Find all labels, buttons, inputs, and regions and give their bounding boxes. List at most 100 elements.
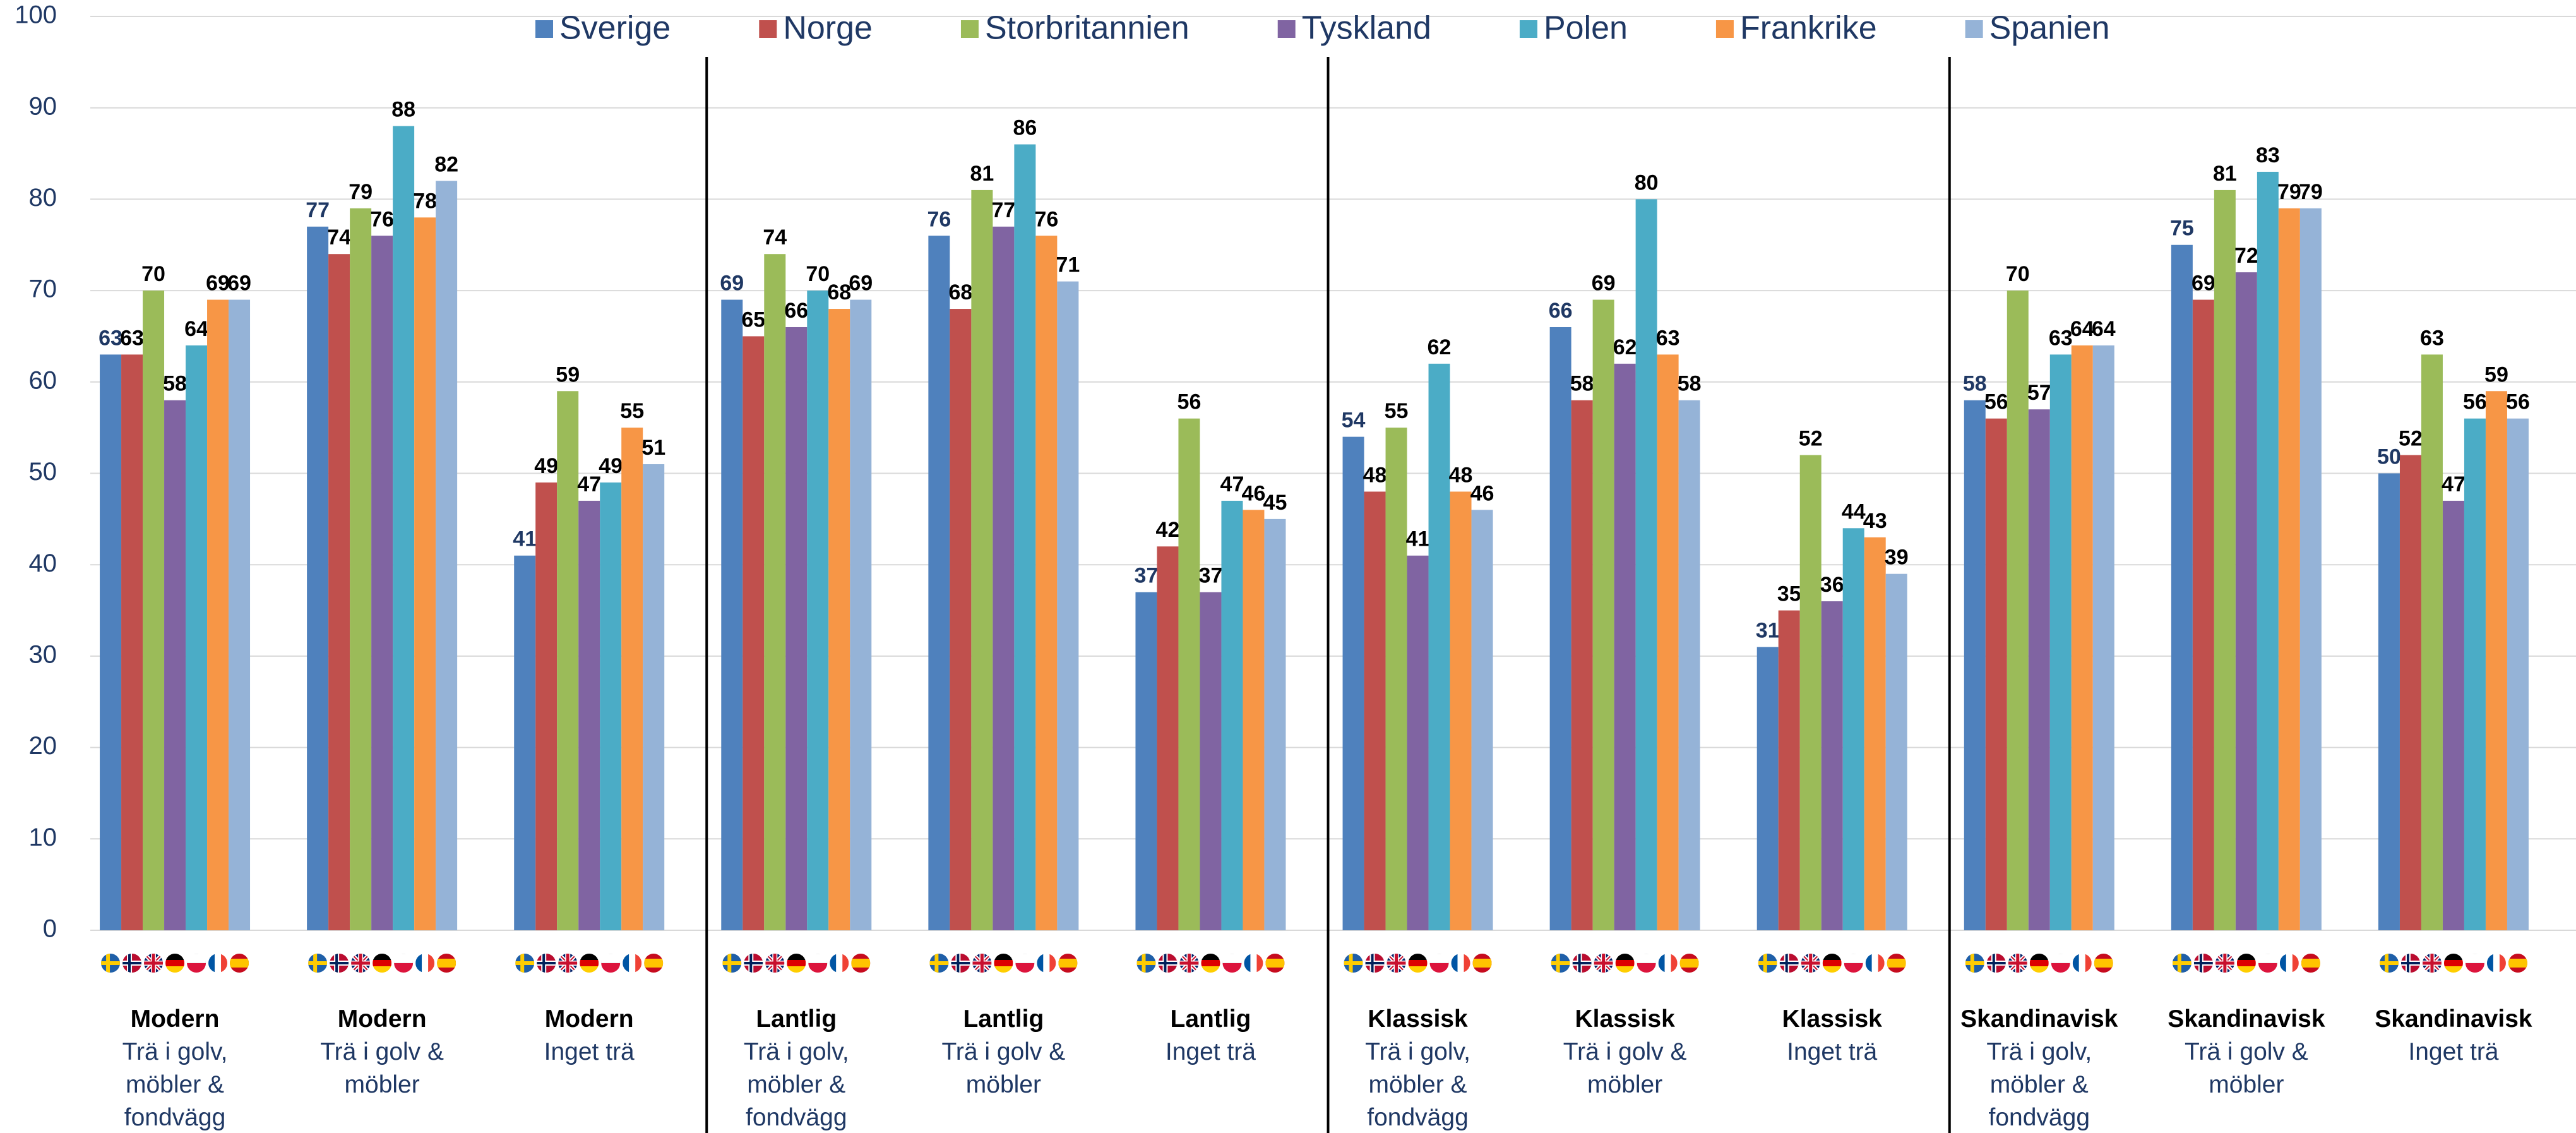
value-label: 56 <box>1178 390 1202 414</box>
bar <box>2049 354 2072 930</box>
flag-icon <box>2444 954 2463 973</box>
bar <box>950 309 972 930</box>
value-label: 58 <box>1963 372 1987 396</box>
flag-icon <box>437 954 456 973</box>
category-style: Modern <box>130 1005 220 1033</box>
flag-icon <box>2301 954 2320 973</box>
x-tick-label: Skandinavisk Inget trä <box>2359 1003 2548 1069</box>
bar <box>2007 291 2029 931</box>
value-label: 86 <box>1013 116 1037 140</box>
value-label: 82 <box>434 152 458 176</box>
y-tick-label: 0 <box>43 915 57 943</box>
flag-icon <box>2237 954 2256 973</box>
value-label: 79 <box>2299 180 2323 204</box>
bar <box>1549 327 1571 930</box>
flag-icon <box>808 954 827 973</box>
flag-icon <box>1430 954 1449 973</box>
value-label: 48 <box>1449 463 1473 487</box>
value-label: 55 <box>1385 399 1409 423</box>
value-label: 65 <box>741 308 765 332</box>
value-label: 49 <box>599 454 623 478</box>
flag-icon <box>1265 954 1284 973</box>
value-label: 58 <box>1678 372 1702 396</box>
flag-icon <box>1201 954 1220 973</box>
bar <box>514 555 536 930</box>
value-label: 56 <box>1984 390 2008 414</box>
value-label: 79 <box>2277 180 2301 204</box>
value-label: 37 <box>1199 564 1223 588</box>
value-label: 76 <box>370 207 394 231</box>
flag-icon <box>394 954 413 973</box>
category-description: Inget trä <box>544 1038 635 1065</box>
value-label: 46 <box>1470 481 1494 505</box>
bar <box>1571 400 1593 930</box>
bar <box>1864 537 1886 930</box>
flag-icon <box>1823 954 1842 973</box>
value-label: 46 <box>1242 481 1266 505</box>
flag-icon <box>308 954 327 973</box>
flag-icon <box>2508 954 2527 973</box>
flag-icon <box>2487 954 2506 973</box>
x-tick-label: Lantlig Inget trä <box>1116 1003 1305 1069</box>
flag-icon <box>1179 954 1198 973</box>
bar <box>621 428 643 930</box>
legend-label: Norge <box>783 10 873 47</box>
bar <box>535 482 558 930</box>
flag-icon <box>1037 954 1056 973</box>
bar <box>436 181 458 931</box>
x-tick-label: Lantlig Trä i golv, möbler & fondvägg <box>701 1003 891 1133</box>
flag-icon <box>230 954 249 973</box>
legend-swatch <box>1519 20 1537 38</box>
bar <box>557 391 579 930</box>
category-style: Skandinavisk <box>2168 1005 2325 1033</box>
category-description: Trä i golv, möbler & fondvägg <box>122 1038 228 1131</box>
value-label: 69 <box>227 272 251 296</box>
flag-icon <box>2401 954 2420 973</box>
bar <box>1471 510 1493 930</box>
flag-icon <box>722 954 741 973</box>
flag-icon <box>1158 954 1177 973</box>
flag-icon <box>2194 954 2213 973</box>
bar <box>1842 528 1864 930</box>
value-label: 57 <box>2027 381 2051 405</box>
value-label: 64 <box>2092 317 2116 341</box>
y-tick-label: 90 <box>29 92 57 120</box>
value-label: 56 <box>2506 390 2530 414</box>
bar <box>2092 345 2114 930</box>
flag-icon <box>601 954 620 973</box>
flag-icon <box>1136 954 1155 973</box>
bar <box>2028 409 2050 930</box>
flag-icon <box>765 954 784 973</box>
category-style: Klassisk <box>1782 1005 1882 1033</box>
value-label: 55 <box>620 399 644 423</box>
value-label: 64 <box>184 317 208 341</box>
bar <box>828 309 850 930</box>
legend-swatch <box>960 20 979 38</box>
value-label: 59 <box>556 363 580 387</box>
flag-icon <box>415 954 434 973</box>
y-tick-label: 70 <box>29 275 57 303</box>
bar <box>1885 573 1907 930</box>
value-label: 69 <box>849 272 873 296</box>
flag-icon <box>1987 954 2006 973</box>
bar <box>1385 428 1407 930</box>
flag-icon <box>1616 954 1635 973</box>
y-tick-label: 20 <box>29 732 57 760</box>
bar <box>1364 491 1386 930</box>
category-style: Lantlig <box>756 1005 837 1033</box>
flag-icon <box>1244 954 1263 973</box>
category-description: Trä i golv & möbler <box>2184 1038 2308 1098</box>
category-description: Trä i golv, möbler & fondvägg <box>1365 1038 1470 1131</box>
x-tick-label: Klassisk Inget trä <box>1738 1003 1927 1069</box>
value-label: 70 <box>2006 262 2030 286</box>
value-label: 43 <box>1863 509 1887 533</box>
value-label: 58 <box>163 372 187 396</box>
flag-icon <box>144 954 163 973</box>
flag-icon <box>994 954 1013 973</box>
bar <box>1614 363 1636 930</box>
bar <box>1342 436 1364 930</box>
flag-icon <box>187 954 206 973</box>
flag-icon <box>830 954 849 973</box>
value-label: 31 <box>1756 618 1780 642</box>
flag-icon <box>972 954 991 973</box>
